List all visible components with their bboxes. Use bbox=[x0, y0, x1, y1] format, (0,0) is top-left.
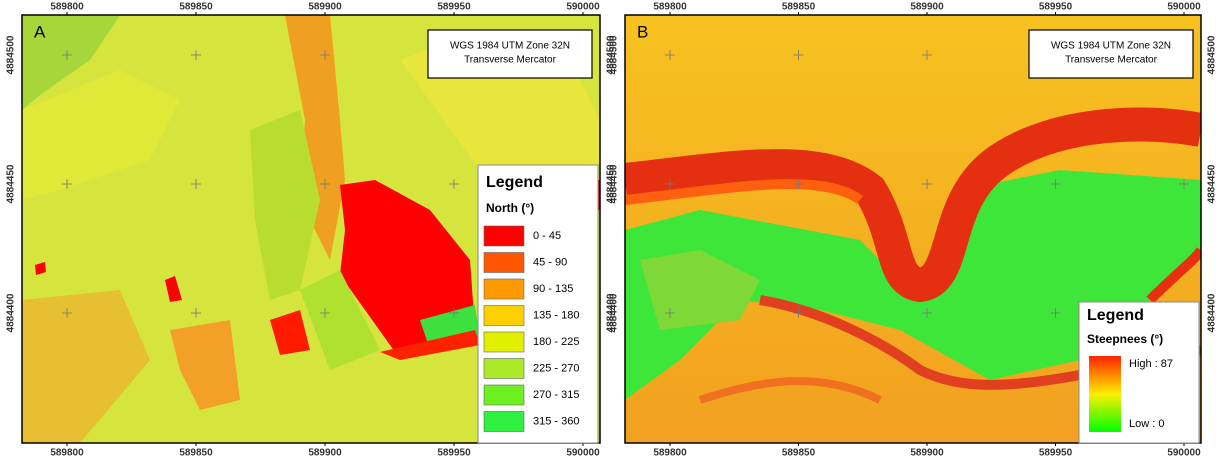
legend-label: 315 - 360 bbox=[533, 415, 579, 427]
y-tick-label: 4884450 bbox=[609, 164, 620, 203]
legend-label: 135 - 180 bbox=[533, 309, 579, 321]
x-tick-label: 589900 bbox=[910, 2, 944, 13]
x-tick-label: 589850 bbox=[782, 448, 816, 459]
projection-text: Transverse Mercator bbox=[1065, 55, 1158, 66]
x-tick-label: 590000 bbox=[566, 448, 600, 459]
x-tick-label: 590000 bbox=[1167, 2, 1201, 13]
x-tick-label: 589800 bbox=[653, 448, 687, 459]
x-tick-label: 589850 bbox=[782, 2, 816, 13]
legend-label: 225 - 270 bbox=[533, 362, 579, 374]
legend-swatch bbox=[484, 359, 524, 379]
legend-label: 270 - 315 bbox=[533, 389, 579, 401]
legend-label: 0 - 45 bbox=[533, 230, 561, 242]
projection-text: WGS 1984 UTM Zone 32N bbox=[450, 41, 570, 52]
x-tick-label: 589800 bbox=[653, 2, 687, 13]
x-tick-label: 589900 bbox=[910, 448, 944, 459]
y-tick-label: 4884400 bbox=[609, 293, 620, 332]
x-tick-label: 589950 bbox=[1039, 2, 1073, 13]
legend-swatch bbox=[484, 226, 524, 246]
panel-label: B bbox=[637, 22, 648, 41]
legend-high: High : 87 bbox=[1129, 358, 1173, 370]
projection-text: WGS 1984 UTM Zone 32N bbox=[1051, 41, 1171, 52]
legend-title: Legend bbox=[1087, 307, 1144, 324]
legend-title: Legend bbox=[486, 174, 543, 191]
legend-swatch bbox=[484, 253, 524, 273]
x-tick-label: 590000 bbox=[566, 2, 600, 13]
x-tick-label: 589950 bbox=[1039, 448, 1073, 459]
x-tick-label: 589900 bbox=[308, 448, 342, 459]
legend-ramp bbox=[1089, 356, 1121, 432]
legend-subtitle: Steepnees (°) bbox=[1087, 332, 1163, 346]
x-tick-label: 589950 bbox=[437, 448, 471, 459]
legend-swatch bbox=[484, 306, 524, 326]
x-tick-label: 589950 bbox=[437, 2, 471, 13]
x-tick-label: 589800 bbox=[50, 448, 84, 459]
y-tick-label: 4884400 bbox=[1207, 293, 1218, 332]
panel-label: A bbox=[34, 22, 46, 41]
y-tick-label: 4884500 bbox=[6, 35, 17, 74]
legend-label: 90 - 135 bbox=[533, 283, 573, 295]
x-tick-label: 589900 bbox=[308, 2, 342, 13]
y-tick-label: 4884500 bbox=[609, 35, 620, 74]
x-tick-label: 589800 bbox=[50, 2, 84, 13]
legend-swatch bbox=[484, 412, 524, 432]
legend-label: 180 - 225 bbox=[533, 336, 579, 348]
legend-swatch bbox=[484, 385, 524, 405]
legend-swatch bbox=[484, 279, 524, 299]
y-tick-label: 4884400 bbox=[6, 293, 17, 332]
legend-label: 45 - 90 bbox=[533, 256, 567, 268]
x-tick-label: 589850 bbox=[179, 448, 213, 459]
legend-low: Low : 0 bbox=[1129, 418, 1164, 430]
projection-text: Transverse Mercator bbox=[464, 55, 557, 66]
y-tick-label: 4884450 bbox=[6, 164, 17, 203]
figure: 589800 589800 589850 589850 589900 589900 5899… bbox=[0, 0, 1219, 463]
legend-swatch bbox=[484, 332, 524, 352]
x-tick-label: 589850 bbox=[179, 2, 213, 13]
y-tick-label: 4884450 bbox=[1207, 164, 1218, 203]
y-tick-label: 4884500 bbox=[1207, 35, 1218, 74]
legend-subtitle: North (°) bbox=[486, 201, 534, 215]
x-tick-label: 590000 bbox=[1167, 448, 1201, 459]
